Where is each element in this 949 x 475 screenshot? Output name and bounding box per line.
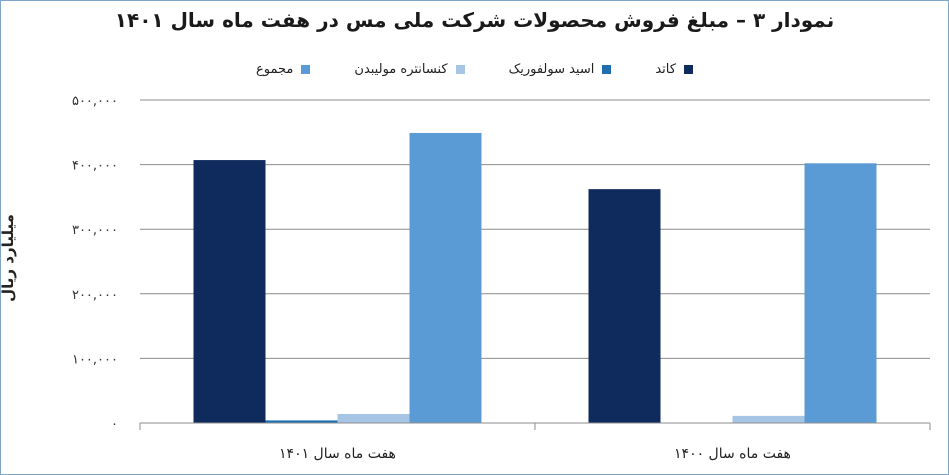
legend-label-total: مجموع (256, 62, 294, 77)
legend-item-sulfuric-acid: اسید سولفوریک (509, 62, 612, 77)
legend-item-total: مجموع (256, 62, 311, 77)
y-tick-label: ۵۰۰,۰۰۰ (72, 94, 118, 109)
legend-item-cathode: کاتد (655, 62, 693, 77)
x-category-label: هفت ماه سال ۱۴۰۱ (279, 446, 396, 462)
x-category-label: هفت ماه سال ۱۴۰۰ (674, 446, 791, 462)
legend-label-molybdenum: کنسانتره مولیبدن (354, 62, 448, 77)
y-tick-label: ۳۰۰,۰۰۰ (72, 223, 118, 238)
bar (265, 420, 338, 423)
legend-swatch-sulfuric-acid (602, 65, 612, 74)
bar (337, 413, 410, 423)
legend-swatch-molybdenum (455, 65, 465, 74)
legend-label-cathode: کاتد (655, 62, 676, 77)
grid-lines (140, 99, 930, 359)
legend-swatch-total (301, 65, 311, 74)
axes: ۰ ۱۰۰,۰۰۰ ۲۰۰,۰۰۰ ۳۰۰,۰۰۰ ۴۰۰,۰۰۰ ۵۰۰,۰۰۰ هفت … (72, 94, 931, 462)
y-tick-label: ۴۰۰,۰۰۰ (72, 159, 118, 174)
chart-legend: کاتد اسید سولفوریک کنسانتره مولیبدن مجمو… (0, 62, 949, 77)
legend-item-molybdenum: کنسانتره مولیبدن (354, 62, 465, 77)
legend-swatch-cathode (683, 65, 693, 74)
legend-label-sulfuric-acid: اسید سولفوریک (508, 62, 595, 77)
bar (804, 163, 877, 424)
bar (193, 160, 266, 423)
y-tick-label: ۱۰۰,۰۰۰ (72, 352, 118, 367)
chart-title: نمودار ۳ – مبلغ فروش محصولات شرکت ملی مس… (114, 8, 835, 32)
bars (193, 132, 877, 424)
y-tick-label: ۲۰۰,۰۰۰ (72, 288, 118, 303)
y-tick-label: ۰ (111, 417, 118, 432)
bar (732, 415, 805, 423)
bar (588, 189, 661, 423)
bar (409, 132, 482, 424)
